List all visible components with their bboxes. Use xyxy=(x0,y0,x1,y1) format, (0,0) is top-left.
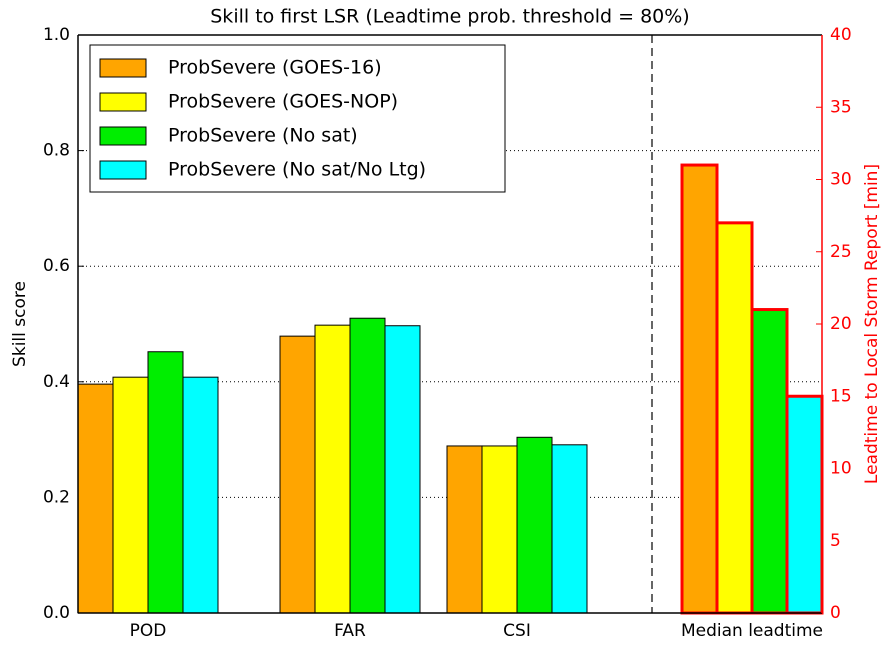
legend-swatch xyxy=(99,92,147,112)
legend-swatch xyxy=(99,126,147,146)
y2-tick-label: 20 xyxy=(830,314,852,334)
y-tick-label: 0.2 xyxy=(43,487,70,507)
y2-tick-label: 40 xyxy=(830,25,852,45)
bar xyxy=(147,351,184,614)
y-tick-label: 0.0 xyxy=(43,603,70,623)
bar xyxy=(112,376,149,614)
y2-tick-label: 35 xyxy=(830,97,852,117)
legend-label: ProbSevere (GOES-NOP) xyxy=(168,91,398,113)
legend-label: ProbSevere (GOES-16) xyxy=(168,57,382,79)
bar xyxy=(551,444,588,614)
x-tick-label: Median leadtime xyxy=(681,621,823,641)
y2-axis-label: Leadtime to Local Storm Report [min] xyxy=(862,164,882,484)
bar xyxy=(182,376,219,614)
y-tick-label: 0.8 xyxy=(43,141,70,161)
x-tick-label: CSI xyxy=(503,621,531,641)
legend-box xyxy=(89,44,506,193)
bar xyxy=(680,163,719,615)
y2-tick-label: 10 xyxy=(830,459,852,479)
y2-tick-label: 5 xyxy=(830,531,841,551)
legend-swatch xyxy=(99,58,147,78)
bar xyxy=(785,394,824,615)
chart-title: Skill to first LSR (Leadtime prob. thres… xyxy=(210,6,689,28)
y2-tick-label: 15 xyxy=(830,386,852,406)
y2-tick-label: 30 xyxy=(830,170,852,190)
y2-tick-label: 25 xyxy=(830,242,852,262)
bar xyxy=(446,445,483,614)
x-tick-label: POD xyxy=(130,621,167,641)
legend-label: ProbSevere (No sat) xyxy=(168,125,358,147)
y-tick-label: 0.4 xyxy=(43,372,70,392)
y-tick-label: 0.6 xyxy=(43,256,70,276)
legend-swatch xyxy=(99,160,147,180)
y-axis-label: Skill score xyxy=(10,281,30,367)
legend-label: ProbSevere (No sat/No Ltg) xyxy=(168,159,426,181)
bar xyxy=(384,325,421,614)
legend: ProbSevere (GOES-16) ProbSevere (GOES-NOP… xyxy=(89,44,506,193)
bar xyxy=(349,317,386,614)
bar xyxy=(715,221,754,615)
bar xyxy=(481,445,518,614)
y2-tick-label: 0 xyxy=(830,603,841,623)
bar xyxy=(279,335,316,614)
bar xyxy=(750,308,789,615)
bar xyxy=(77,383,114,614)
bar xyxy=(516,436,553,614)
y-tick-label: 1.0 xyxy=(43,25,70,45)
bar xyxy=(314,324,351,614)
x-tick-label: FAR xyxy=(334,621,366,641)
